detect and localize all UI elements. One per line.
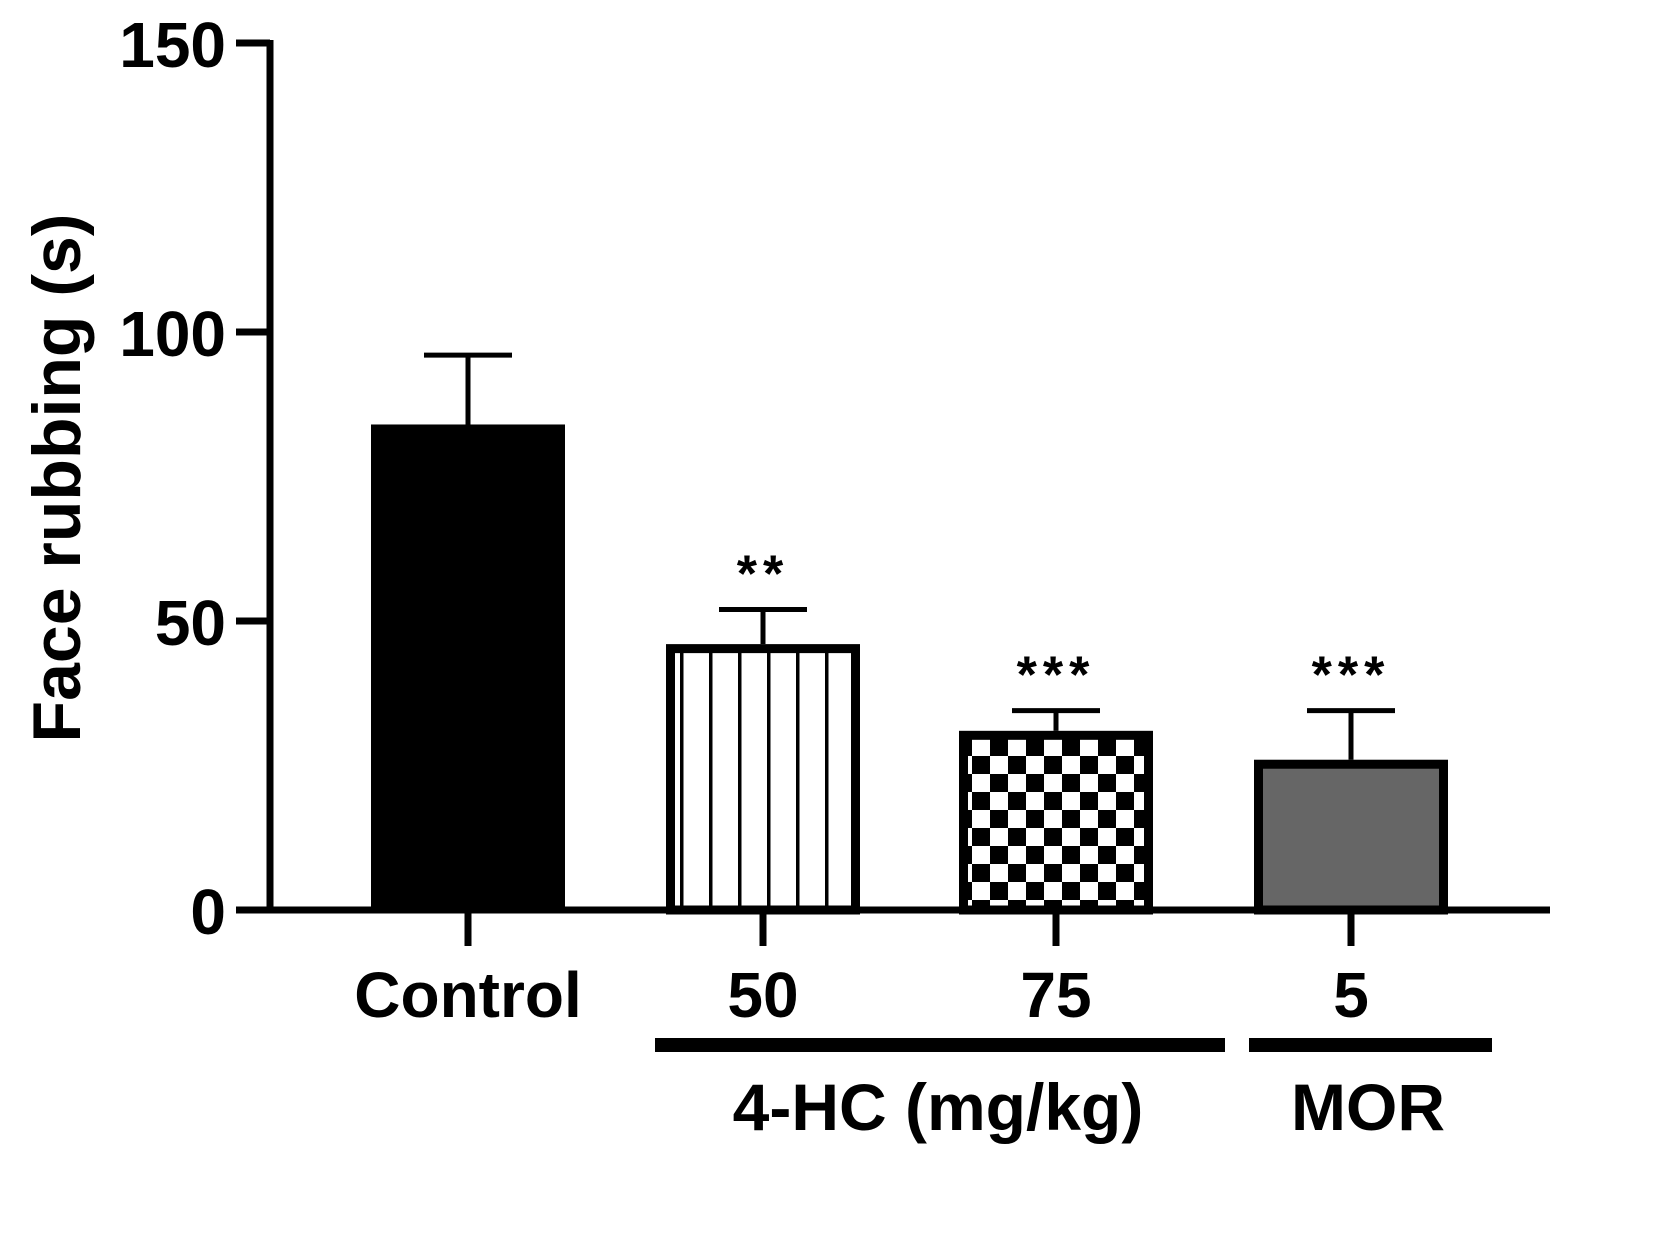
group-label: 4-HC (mg/kg) [733, 1070, 1144, 1144]
y-tick-label: 100 [119, 298, 226, 370]
x-tick-label: 5 [1333, 959, 1369, 1031]
bar-control [371, 424, 565, 910]
y-axis-label: Face rubbing (s) [19, 214, 95, 743]
bars [371, 352, 1448, 915]
bar-5 [1254, 759, 1448, 915]
y-tick-label: 150 [119, 9, 226, 81]
bar-75 [959, 730, 1153, 915]
x-tick-label: Control [354, 959, 582, 1031]
bar-50 [666, 644, 860, 915]
labels: Face rubbing (s) Control ** 50 *** 75 *** 5 4-HC… [19, 214, 1492, 1144]
y-tick-label: 0 [190, 876, 226, 948]
group-label: MOR [1291, 1070, 1445, 1144]
significance-marker: *** [1312, 647, 1391, 705]
significance-marker: *** [1017, 647, 1096, 705]
x-tick-label: 75 [1020, 959, 1091, 1031]
y-tick-label: 50 [155, 587, 226, 659]
significance-marker: ** [737, 545, 789, 603]
x-tick-label: 50 [727, 959, 798, 1031]
